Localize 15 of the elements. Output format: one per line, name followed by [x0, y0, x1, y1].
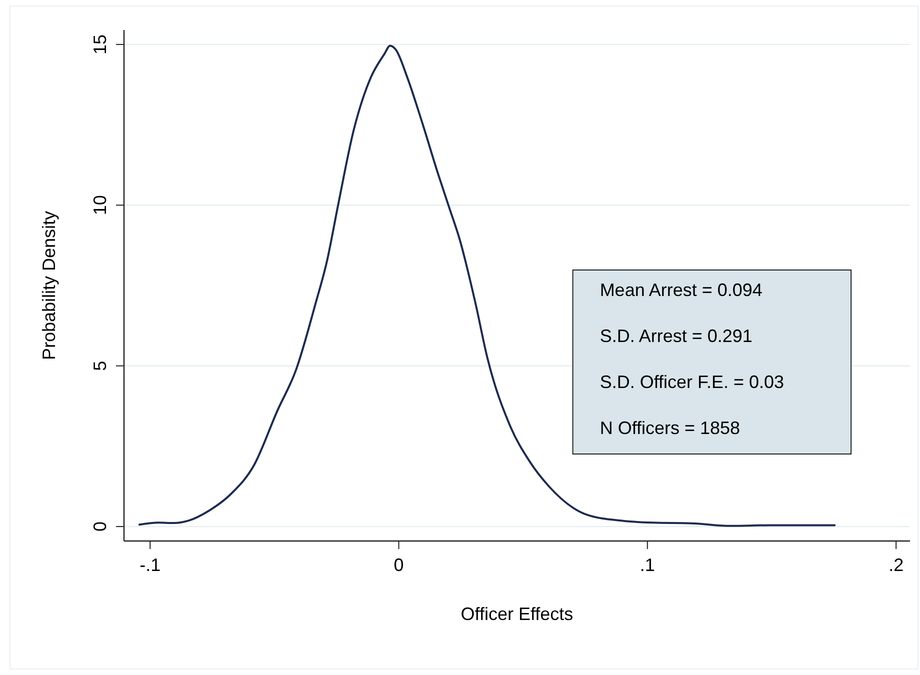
annotation: S.D. Officer F.E. = 0.03: [600, 372, 784, 392]
y-tick-label: 15: [90, 34, 110, 54]
y-tick-label: 10: [90, 195, 110, 216]
x-tick-label: -.1: [140, 555, 161, 575]
y-tick-label: 0: [90, 522, 110, 532]
x-tick-label: 0: [394, 555, 404, 575]
line-series: [138, 44, 836, 527]
x-tick-label: .1: [640, 555, 655, 575]
x-tick-label: .2: [888, 555, 904, 575]
annotation: S.D. Arrest = 0.291: [600, 326, 752, 346]
y-axis-title: Probability Density: [39, 210, 59, 360]
annotation: Mean Arrest = 0.094: [600, 280, 762, 300]
annotation: N Officers = 1858: [600, 418, 740, 438]
x-axis-title: Officer Effects: [460, 604, 574, 624]
y-tick-label: 5: [90, 360, 110, 371]
